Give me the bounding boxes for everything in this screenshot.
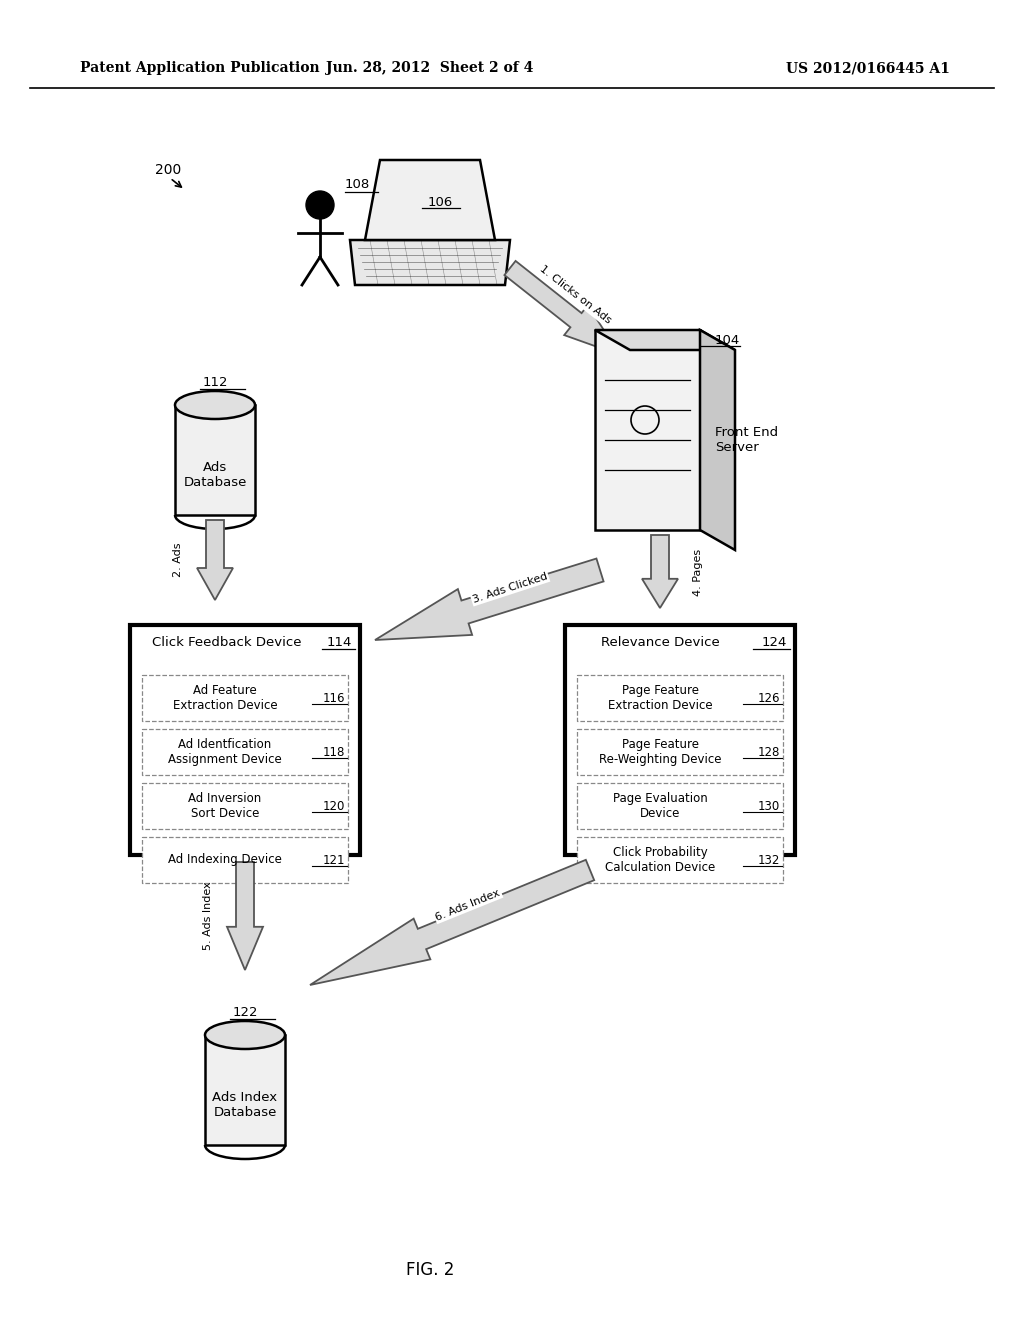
Text: Click Feedback Device: Click Feedback Device (153, 636, 302, 649)
Polygon shape (642, 535, 678, 609)
Text: Ad Inversion
Sort Device: Ad Inversion Sort Device (188, 792, 261, 820)
Text: 5. Ads Index: 5. Ads Index (203, 882, 213, 950)
Polygon shape (577, 783, 783, 829)
Polygon shape (142, 837, 348, 883)
Polygon shape (577, 729, 783, 775)
Text: US 2012/0166445 A1: US 2012/0166445 A1 (786, 61, 950, 75)
Text: 121: 121 (323, 854, 345, 866)
Polygon shape (595, 330, 735, 350)
Text: 1. Clicks on Ads: 1. Clicks on Ads (538, 264, 612, 326)
Text: Page Feature
Extraction Device: Page Feature Extraction Device (607, 684, 713, 711)
Polygon shape (142, 729, 348, 775)
Text: Page Feature
Re-Weighting Device: Page Feature Re-Weighting Device (599, 738, 721, 766)
Polygon shape (565, 624, 795, 855)
Text: 122: 122 (232, 1006, 258, 1019)
Polygon shape (205, 1035, 285, 1144)
Ellipse shape (205, 1020, 285, 1049)
Ellipse shape (175, 391, 255, 418)
Circle shape (306, 191, 334, 219)
Text: 104: 104 (715, 334, 740, 346)
Text: Ad Identfication
Assignment Device: Ad Identfication Assignment Device (168, 738, 282, 766)
Polygon shape (175, 405, 255, 515)
Text: Jun. 28, 2012  Sheet 2 of 4: Jun. 28, 2012 Sheet 2 of 4 (327, 61, 534, 75)
Text: 118: 118 (323, 746, 345, 759)
Text: 130: 130 (758, 800, 780, 813)
Text: 6. Ads Index: 6. Ads Index (434, 887, 502, 923)
Polygon shape (130, 624, 360, 855)
Text: 2. Ads: 2. Ads (173, 543, 183, 577)
Text: Ad Feature
Extraction Device: Ad Feature Extraction Device (173, 684, 278, 711)
Text: 200: 200 (155, 162, 181, 177)
Polygon shape (577, 675, 783, 721)
Polygon shape (375, 558, 603, 640)
Text: 120: 120 (323, 800, 345, 813)
Text: Patent Application Publication: Patent Application Publication (80, 61, 319, 75)
Polygon shape (577, 837, 783, 883)
Polygon shape (142, 675, 348, 721)
Text: Ads
Database: Ads Database (183, 461, 247, 488)
Text: Page Evaluation
Device: Page Evaluation Device (612, 792, 708, 820)
Text: Click Probability
Calculation Device: Click Probability Calculation Device (605, 846, 715, 874)
Polygon shape (142, 783, 348, 829)
Text: Relevance Device: Relevance Device (601, 636, 720, 649)
Text: 106: 106 (427, 195, 453, 209)
Polygon shape (365, 160, 495, 240)
Text: 4. Pages: 4. Pages (693, 548, 703, 595)
Text: 132: 132 (758, 854, 780, 866)
Polygon shape (505, 261, 620, 355)
Text: 124: 124 (762, 636, 787, 649)
Text: Front End
Server: Front End Server (715, 426, 778, 454)
Text: 128: 128 (758, 746, 780, 759)
Polygon shape (310, 859, 594, 985)
Text: 108: 108 (345, 178, 371, 191)
Text: Ad Indexing Device: Ad Indexing Device (168, 854, 282, 866)
Text: FIG. 2: FIG. 2 (406, 1261, 455, 1279)
Text: 126: 126 (758, 692, 780, 705)
Polygon shape (350, 240, 510, 285)
Text: 112: 112 (203, 376, 227, 389)
Polygon shape (595, 330, 700, 531)
Polygon shape (197, 520, 233, 601)
Text: 114: 114 (327, 636, 352, 649)
Polygon shape (700, 330, 735, 550)
Polygon shape (227, 862, 263, 970)
Text: Ads Index
Database: Ads Index Database (212, 1092, 278, 1119)
Text: 3. Ads Clicked: 3. Ads Clicked (471, 572, 549, 605)
Text: 116: 116 (323, 692, 345, 705)
